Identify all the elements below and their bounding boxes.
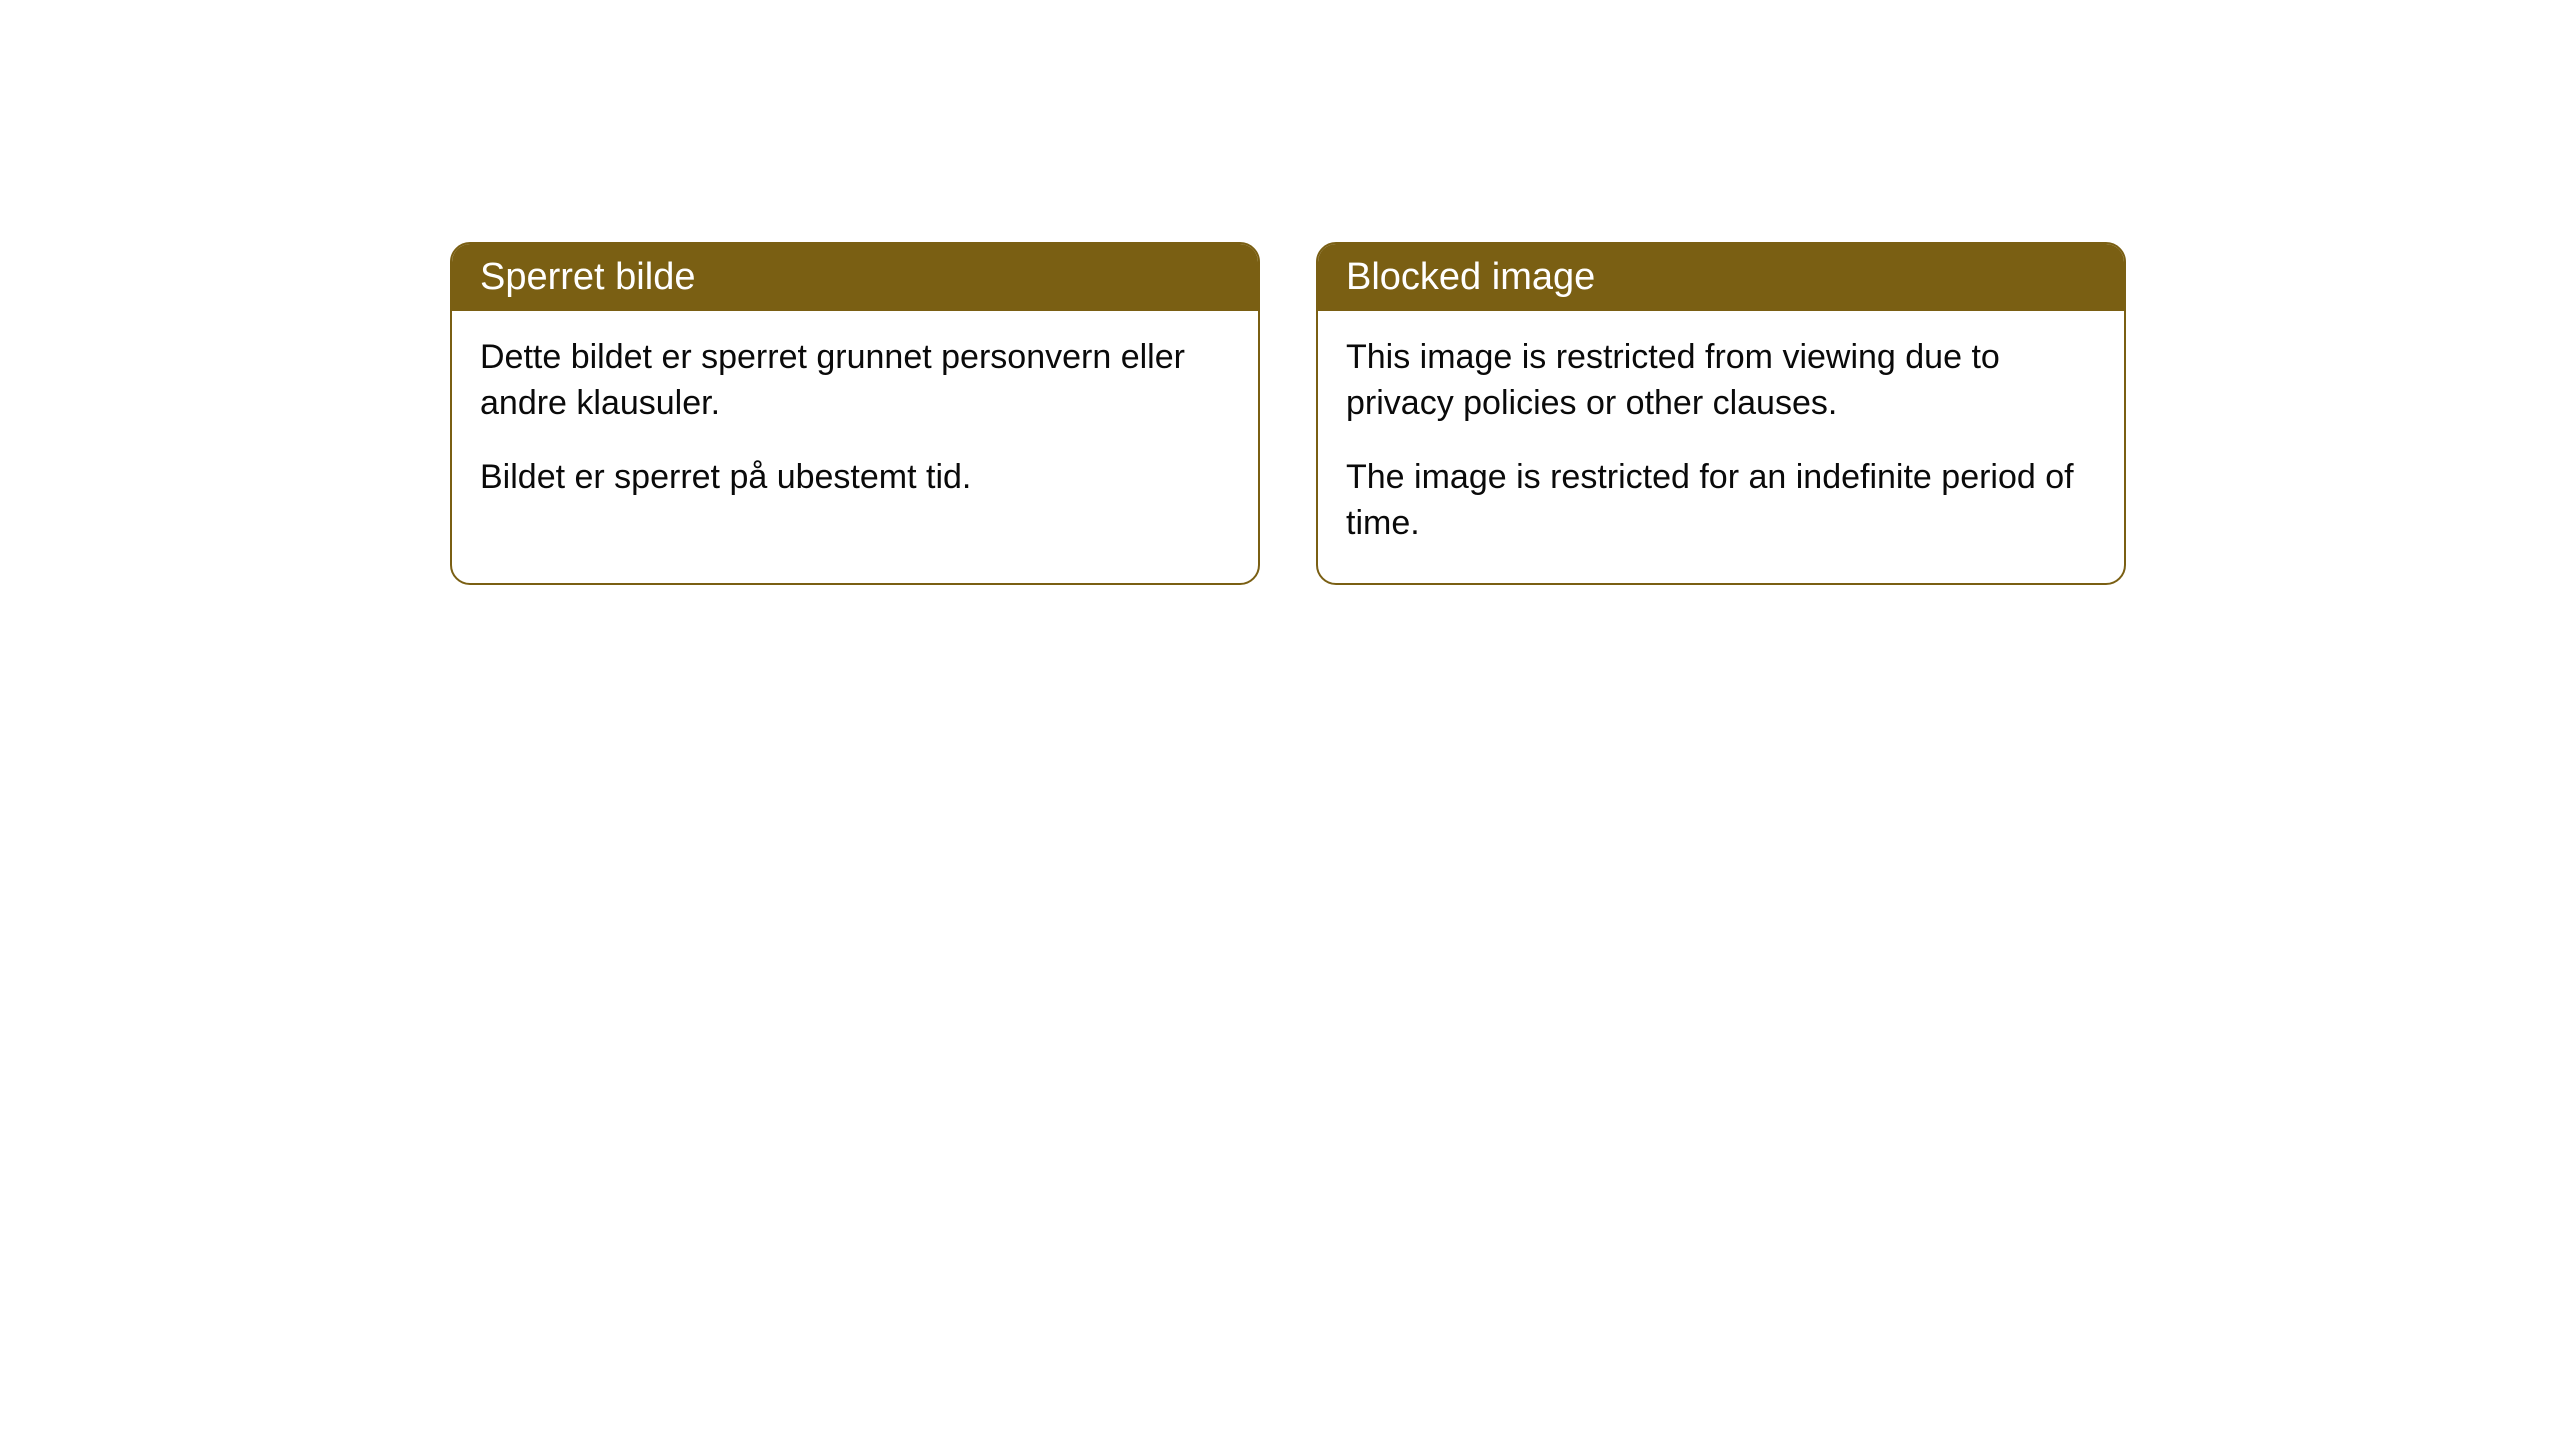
cards-container: Sperret bilde Dette bildet er sperret gr… xyxy=(0,0,2560,585)
card-header-text: Sperret bilde xyxy=(480,256,695,298)
card-header-text: Blocked image xyxy=(1346,256,1595,298)
viewport: Sperret bilde Dette bildet er sperret gr… xyxy=(0,0,2560,1440)
card-header: Sperret bilde xyxy=(452,244,1258,311)
card-body: Dette bildet er sperret grunnet personve… xyxy=(452,311,1258,537)
card-body: This image is restricted from viewing du… xyxy=(1318,311,2124,583)
notice-card-english: Blocked image This image is restricted f… xyxy=(1316,242,2126,585)
card-paragraph: This image is restricted from viewing du… xyxy=(1346,335,2096,427)
card-paragraph: Dette bildet er sperret grunnet personve… xyxy=(480,335,1230,427)
card-header: Blocked image xyxy=(1318,244,2124,311)
card-paragraph: Bildet er sperret på ubestemt tid. xyxy=(480,455,1230,501)
card-paragraph: The image is restricted for an indefinit… xyxy=(1346,455,2096,547)
notice-card-norwegian: Sperret bilde Dette bildet er sperret gr… xyxy=(450,242,1260,585)
